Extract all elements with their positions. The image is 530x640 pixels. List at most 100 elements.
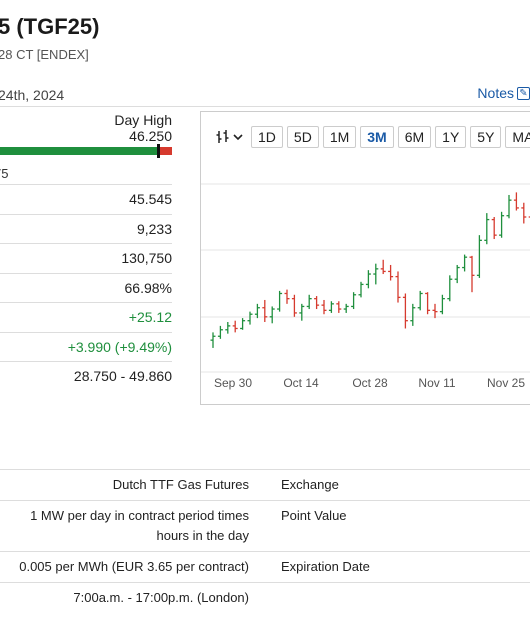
ohlc-bar: [277, 290, 283, 312]
notes-label: Notes: [477, 85, 514, 101]
ohlc-bar: [328, 301, 334, 313]
stat-value: +25.12: [128, 309, 172, 326]
ohlc-bar: [343, 303, 349, 313]
ohlc-bar: [217, 325, 223, 339]
stat-value: 9,233: [136, 220, 172, 237]
ohlc-bar: [365, 270, 371, 289]
ohlc-bar: [358, 281, 364, 298]
range-button-5d[interactable]: 5D: [286, 126, 319, 148]
spec-value: 7:00a.m. - 17:00p.m. (London): [73, 590, 249, 605]
day-low-value: 75: [0, 166, 9, 181]
notes-link[interactable]: Notes ✎: [477, 85, 530, 101]
candlestick-icon: [216, 130, 229, 143]
ohlc-bar: [425, 292, 431, 315]
chart-type-selector[interactable]: [211, 127, 247, 147]
ohlc-bar: [388, 264, 394, 281]
ohlc-bar: [476, 235, 482, 278]
ohlc-bar: [484, 213, 490, 245]
range-button-group: 1D 5D 1M 3M 6M 1Y 5Y MAX: [251, 126, 530, 148]
spec-label: Expiration Date: [281, 559, 370, 574]
ohlc-bar: [395, 271, 401, 303]
ohlc-bar: [314, 296, 320, 310]
ohlc-bar: [321, 299, 327, 315]
ohlc-bar: [299, 303, 305, 321]
ohlc-bar: [491, 217, 497, 240]
ohlc-bar: [432, 303, 438, 319]
spec-row: 0.005 per MWh (EUR 3.65 per contract) Ex…: [0, 551, 530, 582]
chart-grid: [201, 183, 530, 373]
ohlc-bar: [439, 294, 445, 315]
ohlc-bar: [380, 259, 386, 275]
stat-value: +3.990 (+9.49%): [67, 338, 172, 355]
ohlc-bar: [232, 320, 238, 333]
header-divider: [0, 106, 530, 107]
spec-row: Dutch TTF Gas Futures Exchange: [0, 469, 530, 500]
ohlc-bar: [513, 192, 519, 211]
ohlc-bar: [462, 254, 468, 272]
ohlc-chart: Sep 30 Oct 14 Oct 28 Nov 11 Nov 25: [201, 183, 530, 390]
ohlc-bar: [240, 318, 246, 330]
x-tick-label: Nov 25: [487, 376, 525, 390]
ohlc-bar: [284, 289, 290, 304]
stat-row: 66.98%: [0, 272, 172, 303]
range-button-5y[interactable]: 5Y: [470, 126, 502, 148]
ohlc-bar: [306, 294, 312, 310]
ohlc-bar: [417, 290, 423, 311]
contract-specs: Dutch TTF Gas Futures Exchange 1 MW per …: [0, 469, 530, 613]
x-tick-label: Oct 28: [352, 376, 388, 390]
spec-label: Exchange: [281, 477, 339, 492]
spec-label: [249, 583, 281, 613]
ohlc-bar: [402, 293, 408, 329]
range-button-1d[interactable]: 1D: [251, 126, 283, 148]
spec-value: 1 MW per day in contract period times ho…: [30, 508, 249, 543]
ohlc-bar: [254, 303, 260, 319]
day-range-fill: [0, 147, 159, 155]
ohlc-bar: [210, 332, 216, 348]
day-high-value: 46.250: [129, 128, 172, 144]
page-title: 5 (TGF25): [0, 14, 100, 39]
quote-date: 24th, 2024: [0, 87, 65, 103]
x-tick-label: Sep 30: [214, 376, 252, 390]
stat-value: 66.98%: [124, 279, 172, 296]
spec-value: 0.005 per MWh (EUR 3.65 per contract): [19, 559, 249, 574]
day-range-marker: [156, 144, 160, 158]
stats-table: 45.545 9,233 130,750 66.98% +25.12 +3.99…: [0, 184, 172, 391]
spec-label: Point Value: [281, 508, 347, 523]
stat-value: 45.545: [129, 191, 172, 208]
range-button-6m[interactable]: 6M: [397, 126, 432, 148]
stat-row: +25.12: [0, 302, 172, 332]
ohlc-bar: [336, 301, 342, 313]
stat-row: 28.750 - 49.860: [0, 361, 172, 391]
ohlc-bar: [469, 255, 475, 293]
chevron-down-icon: [233, 134, 243, 141]
range-button-1y[interactable]: 1Y: [435, 126, 467, 148]
ohlc-bar: [351, 292, 357, 310]
spec-value: Dutch TTF Gas Futures: [112, 477, 249, 492]
chart-bars: [210, 192, 530, 348]
stat-value: 130,750: [121, 250, 172, 267]
range-button-max[interactable]: MAX: [505, 126, 530, 148]
x-tick-label: Nov 11: [418, 376, 455, 390]
ohlc-bar: [225, 322, 231, 334]
range-button-1m[interactable]: 1M: [322, 126, 357, 148]
ohlc-bar: [262, 299, 268, 322]
stat-row: +3.990 (+9.49%): [0, 331, 172, 362]
ohlc-bar: [506, 194, 512, 219]
spec-row: 7:00a.m. - 17:00p.m. (London): [0, 582, 530, 613]
spec-row: 1 MW per day in contract period times ho…: [0, 500, 530, 551]
ohlc-bar: [454, 264, 460, 284]
range-button-3m[interactable]: 3M: [360, 126, 394, 148]
ohlc-bar: [410, 303, 416, 326]
day-range-bar: [0, 144, 172, 158]
day-high-label: Day High: [114, 112, 172, 128]
price-chart-panel: 1D 5D 1M 3M 6M 1Y 5Y MAX Sep 30 Oct 14 Oct…: [200, 111, 530, 405]
edit-icon: ✎: [517, 86, 530, 100]
chart-toolbar: 1D 5D 1M 3M 6M 1Y 5Y MAX: [211, 126, 530, 148]
contract-subtitle: 28 CT [ENDEX]: [0, 47, 89, 62]
stat-row: 45.545: [0, 184, 172, 214]
ohlc-bar: [247, 311, 253, 325]
stat-row: 130,750: [0, 243, 172, 273]
ohlc-bar: [269, 306, 275, 324]
ohlc-bar: [291, 294, 297, 317]
ohlc-bar: [521, 202, 527, 224]
